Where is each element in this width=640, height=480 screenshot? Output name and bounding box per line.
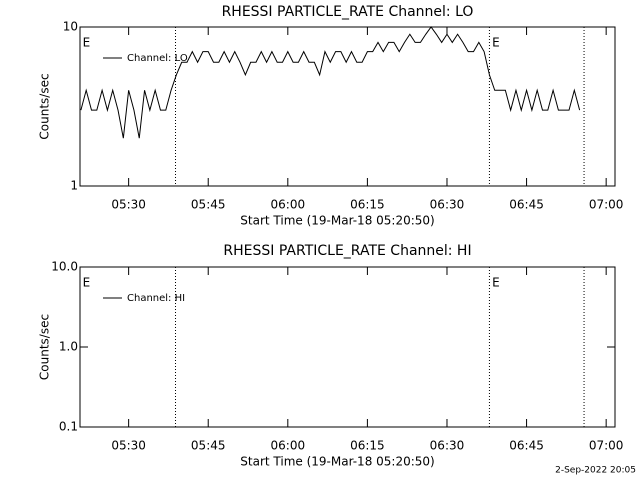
y-tick-label: 10 [63, 20, 78, 34]
x-tick-label: 05:45 [191, 439, 226, 453]
legend-label: Channel: LO [127, 53, 188, 64]
x-tick-label: 07:00 [589, 198, 624, 212]
y-tick-label: 0.1 [59, 420, 78, 434]
legend-label: Channel: HI [127, 293, 185, 304]
x-axis-label: Start Time (19-Mar-18 05:20:50) [240, 455, 434, 469]
plot-frame [79, 266, 616, 428]
data-line [80, 26, 581, 139]
annotation: E [492, 36, 500, 50]
x-tick-label: 06:00 [271, 198, 306, 212]
footer: 2-Sep-2022 20:05 [555, 466, 636, 476]
x-tick-label: 06:30 [430, 439, 465, 453]
y-tick-label: 10.0 [51, 260, 78, 274]
annotation: E [83, 36, 91, 50]
plot-frame [79, 26, 616, 187]
y-axis-label: Counts/sec [38, 73, 52, 139]
annotation: E [492, 276, 500, 290]
y-axis-label: Counts/sec [38, 314, 52, 380]
chart-title: RHESSI PARTICLE_RATE Channel: HI [223, 243, 471, 259]
chart-title: RHESSI PARTICLE_RATE Channel: LO [222, 4, 474, 20]
x-tick-label: 06:15 [350, 439, 385, 453]
annotation: E [83, 276, 91, 290]
x-axis-label: Start Time (19-Mar-18 05:20:50) [240, 214, 434, 228]
y-tick-label: 1 [70, 179, 78, 193]
x-tick-label: 05:30 [111, 439, 146, 453]
x-tick-label: 06:30 [430, 198, 465, 212]
x-tick-label: 07:00 [589, 439, 624, 453]
y-tick-label: 1.0 [59, 340, 78, 354]
x-tick-label: 06:45 [509, 439, 544, 453]
x-tick-label: 06:15 [350, 198, 385, 212]
x-tick-label: 05:30 [111, 198, 146, 212]
x-tick-label: 06:00 [271, 439, 306, 453]
x-tick-label: 05:45 [191, 198, 226, 212]
x-tick-label: 06:45 [509, 198, 544, 212]
